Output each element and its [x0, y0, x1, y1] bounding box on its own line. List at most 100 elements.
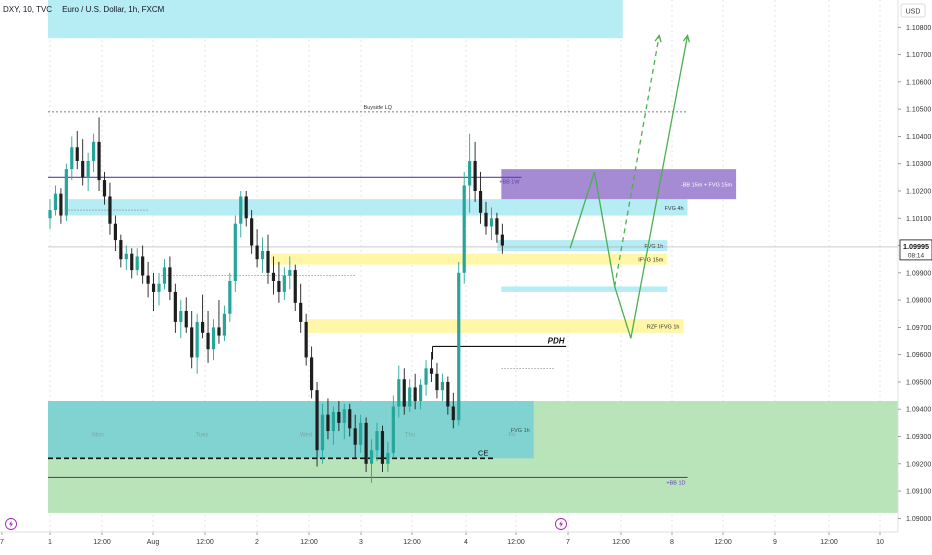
candle-body: [424, 368, 428, 385]
price-tag-countdown: 08:14: [908, 252, 925, 259]
candle-body: [451, 406, 455, 421]
candle-body: [468, 160, 472, 186]
chart-header: DXY, 10, TVC Euro / U.S. Dollar, 1h, FXC…: [3, 5, 164, 14]
candle-body: [119, 240, 123, 260]
candle-body: [364, 422, 368, 464]
day-label: Wed: [300, 433, 312, 439]
candle-body: [446, 381, 450, 407]
candle-body: [457, 272, 461, 421]
candle-body: [299, 302, 303, 322]
currency-label[interactable]: USD: [906, 9, 921, 16]
price-axis-panel: [898, 0, 932, 550]
candle-body: [419, 384, 423, 402]
y-tick-label: 1.10600: [906, 79, 931, 86]
zone-fvg: [48, 0, 623, 39]
instrument-label: Euro / U.S. Dollar, 1h, FXCM: [62, 5, 165, 14]
y-tick-label: 1.09600: [906, 352, 931, 359]
candle-body: [92, 141, 96, 161]
day-label: Fri: [509, 433, 516, 439]
candle-body: [130, 253, 134, 271]
zone-label: RZF IFVG 1h: [647, 325, 680, 331]
level-label: Buyside LQ: [364, 105, 393, 111]
candle-body: [310, 357, 314, 391]
candle-body: [391, 406, 395, 453]
candle-body: [124, 253, 128, 260]
candle-body: [244, 196, 248, 219]
candle-body: [217, 327, 221, 336]
zone-bb: [501, 169, 737, 200]
x-tick-label: 7: [566, 539, 570, 546]
candle-body: [168, 267, 172, 292]
candle-body: [380, 431, 385, 464]
candle-body: [260, 250, 265, 260]
currency-box[interactable]: [900, 3, 926, 18]
candle-body: [337, 411, 341, 423]
candle-body: [429, 368, 434, 374]
y-tick-label: 1.09500: [906, 379, 931, 386]
candle-body: [266, 250, 270, 273]
candle-body: [255, 245, 259, 260]
candle-body: [48, 210, 52, 219]
candle-body: [489, 218, 494, 227]
zone-label: -BB 15m + FVG 15m: [681, 183, 733, 189]
candle-body: [239, 196, 243, 224]
candle-body: [59, 193, 63, 216]
candle-body: [293, 270, 297, 303]
candle-body: [97, 141, 101, 181]
zone-ifvg: [270, 253, 668, 265]
x-tick-label: 12:00: [714, 539, 732, 546]
x-tick-label: Aug: [147, 539, 160, 546]
candle-body: [462, 185, 466, 273]
candle-body: [326, 414, 330, 432]
x-tick-label: 12:00: [612, 539, 630, 546]
day-label: Thu: [405, 433, 415, 439]
x-tick-label: 8: [670, 539, 674, 546]
candle-body: [320, 414, 325, 451]
candle-body: [81, 160, 85, 178]
zone-fvg: [497, 240, 668, 251]
level-label: +BB 1W: [499, 179, 520, 185]
symbol-label[interactable]: DXY, 10, TVC: [3, 5, 53, 14]
candle-body: [113, 223, 117, 241]
projection-arrowhead: [682, 33, 690, 43]
level-label: CE: [478, 448, 488, 457]
zone-overlap: [48, 401, 534, 459]
y-tick-label: 1.10700: [906, 52, 931, 59]
zone-ifvg: [307, 319, 684, 333]
candle-body: [413, 387, 417, 402]
candle-body: [435, 373, 439, 391]
x-tick-label: 4: [464, 539, 468, 546]
lightning-glyph-icon: [559, 520, 563, 528]
candle-body: [151, 283, 156, 292]
candle-body: [500, 234, 504, 246]
candle-body: [135, 256, 139, 271]
x-tick-label: 12:00: [403, 539, 421, 546]
lightning-glyph-icon: [9, 520, 13, 528]
y-tick-label: 1.09900: [906, 270, 931, 277]
y-tick-label: 1.10500: [906, 107, 931, 114]
candle-body: [70, 147, 74, 170]
x-tick-label: 12:00: [300, 539, 318, 546]
candle-body: [473, 160, 477, 191]
y-tick-label: 1.09300: [906, 434, 931, 441]
y-tick-label: 1.09100: [906, 489, 931, 496]
y-tick-label: 1.10400: [906, 134, 931, 141]
candle-body: [184, 311, 188, 328]
candle-body: [157, 283, 161, 292]
day-label: Mon: [92, 433, 104, 439]
candle-body: [201, 321, 205, 333]
candle-body: [282, 275, 286, 292]
candle-body: [288, 270, 292, 276]
zone-label: FVG 1h: [511, 428, 530, 434]
y-tick-label: 1.10800: [906, 25, 931, 32]
candle-body: [348, 409, 352, 429]
projection-arrowhead: [654, 33, 662, 43]
candle-body: [102, 180, 107, 197]
level-label: PDH: [548, 336, 565, 345]
candle-body: [53, 193, 58, 211]
candle-body: [375, 431, 379, 451]
candle-body: [141, 256, 145, 276]
y-tick-label: 1.10100: [906, 216, 931, 223]
